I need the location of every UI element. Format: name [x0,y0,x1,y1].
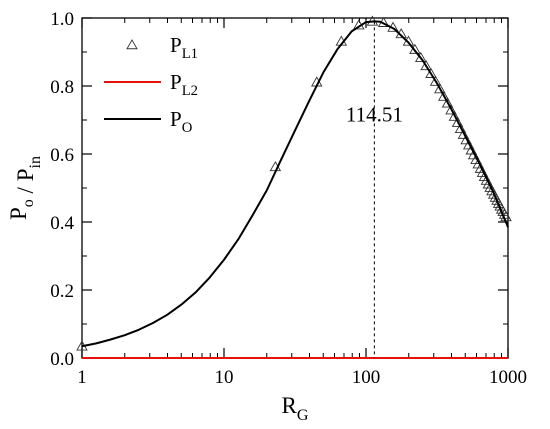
legend-label-o-main: P [170,107,182,131]
legend-label-l1: PL1 [170,33,198,62]
data-point-l1 [448,110,461,121]
data-point-l1 [457,128,470,139]
legend-label-l2-main: P [170,70,182,94]
data-point-l1 [451,116,464,127]
data-point-l1 [414,51,427,62]
y-axis-label-part: P [13,169,38,182]
legend-label-l2-sub: L2 [182,83,198,99]
y-tick-label: 0.0 [50,349,74,370]
y-axis-label-sub: o [20,199,37,207]
x-tick-label: 1000 [489,367,527,388]
x-axis-label: RG [282,393,309,424]
data-point-l1 [420,60,432,71]
data-point-l1 [460,134,472,145]
x-axis-label-main: R [282,393,298,418]
legend-label-o: PO [170,107,192,136]
y-tick-label: 0.8 [50,77,74,98]
y-axis-label-sub: in [27,156,44,169]
legend-symbol-l1 [126,39,138,50]
series-layer [76,15,512,359]
data-point-l1 [434,83,446,94]
data-point-l1 [438,90,450,101]
annotation-layer: 114.51 [346,21,403,358]
data-point-l1 [441,97,454,108]
x-axis-label-sub: G [297,407,309,424]
series-line-o [81,20,509,348]
legend-label-l2: PL2 [170,70,198,99]
data-point-l1 [445,104,457,115]
y-tick-label: 0.4 [50,213,74,234]
x-tick-label: 100 [352,367,381,388]
legend-label-o-sub: O [182,120,193,136]
axes-layer: 1 10 100 1000 0.0 0.2 0.4 0.6 0.8 1.0 RG Po / Pin [6,9,527,424]
plot-frame [81,17,509,359]
data-point-l1 [454,122,467,134]
y-axis-label-part: / [13,181,38,199]
y-tick-label: 1.0 [50,9,74,30]
x-tick-label: 1 [77,367,87,388]
y-tick-label: 0.2 [50,281,74,302]
legend-label-l1-main: P [170,33,182,57]
legend-label-l1-sub: L1 [182,46,198,62]
y-axis-label: Po / Pin [6,156,44,220]
y-axis-label-part: P [6,207,31,220]
peak-value-label: 114.51 [346,103,403,127]
y-tick-label: 0.6 [50,145,74,166]
x-tick-label: 10 [215,367,234,388]
data-point-l1 [425,67,437,78]
data-point-l1 [429,75,442,86]
